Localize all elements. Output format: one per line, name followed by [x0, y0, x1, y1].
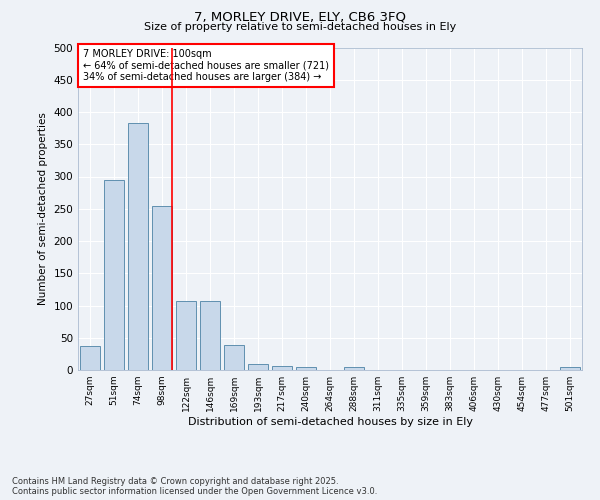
Bar — [104, 180, 124, 370]
Bar — [80, 346, 100, 370]
X-axis label: Distribution of semi-detached houses by size in Ely: Distribution of semi-detached houses by … — [187, 417, 473, 427]
Bar — [248, 364, 268, 370]
Y-axis label: Number of semi-detached properties: Number of semi-detached properties — [38, 112, 48, 305]
Bar — [560, 367, 580, 370]
Text: Size of property relative to semi-detached houses in Ely: Size of property relative to semi-detach… — [144, 22, 456, 32]
Bar — [272, 366, 292, 370]
Bar — [152, 206, 172, 370]
Bar — [344, 367, 364, 370]
Bar — [128, 123, 148, 370]
Bar — [176, 301, 196, 370]
Bar — [296, 367, 316, 370]
Text: Contains HM Land Registry data © Crown copyright and database right 2025.
Contai: Contains HM Land Registry data © Crown c… — [12, 476, 377, 496]
Bar — [224, 346, 244, 370]
Text: 7, MORLEY DRIVE, ELY, CB6 3FQ: 7, MORLEY DRIVE, ELY, CB6 3FQ — [194, 11, 406, 24]
Text: 7 MORLEY DRIVE: 100sqm
← 64% of semi-detached houses are smaller (721)
34% of se: 7 MORLEY DRIVE: 100sqm ← 64% of semi-det… — [83, 49, 329, 82]
Bar — [200, 301, 220, 370]
